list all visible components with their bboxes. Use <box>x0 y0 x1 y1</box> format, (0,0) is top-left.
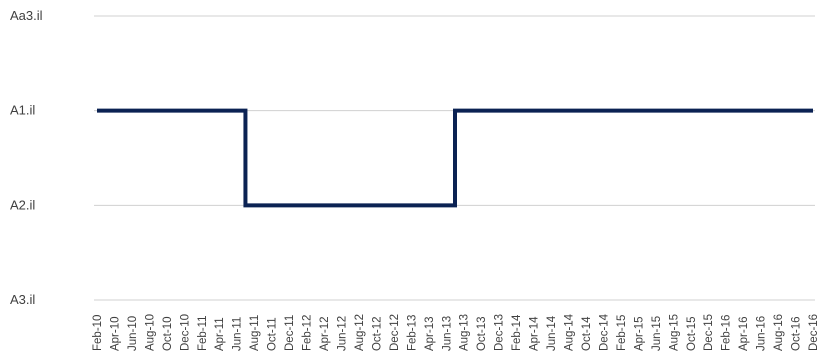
x-tick-label: Feb-10 <box>92 315 104 351</box>
x-tick-label: Feb-11 <box>197 315 209 351</box>
x-tick-label: Oct-11 <box>267 317 279 351</box>
x-tick-label: Apr-13 <box>424 316 436 351</box>
x-tick-label: Dec-10 <box>179 314 191 351</box>
x-tick-label: Dec-16 <box>808 314 819 351</box>
x-tick-label: Dec-15 <box>703 314 715 351</box>
x-tick-label: Oct-15 <box>686 316 698 351</box>
x-tick-label: Apr-14 <box>529 316 541 351</box>
x-tick-label: Apr-16 <box>738 316 750 351</box>
y-axis-labels: A3.il A2.il A1.il Aa3.il <box>10 8 43 307</box>
x-axis-labels: Feb-10 Apr-10 Jun-10 Aug-10 Oct-10 Dec-10 Feb-… <box>92 313 819 351</box>
x-tick-label: Oct-10 <box>162 316 174 351</box>
x-tick-label: Oct-16 <box>791 316 803 351</box>
x-tick-label: Aug-10 <box>144 314 156 351</box>
x-tick-label: Dec-13 <box>494 314 506 351</box>
x-tick-label: Jun-14 <box>546 315 558 351</box>
x-tick-label: Jun-12 <box>336 316 348 351</box>
x-tick-label: Aug-12 <box>354 314 366 351</box>
x-tick-label: Jun-10 <box>127 316 139 351</box>
x-tick-label: Feb-15 <box>616 315 628 351</box>
x-tick-label: Jun-11 <box>232 317 244 351</box>
x-tick-label: Feb-16 <box>721 315 733 351</box>
x-tick-label: Apr-11 <box>214 317 226 351</box>
series-line <box>97 111 813 206</box>
x-tick-label: Dec-12 <box>389 314 401 351</box>
series-layer <box>97 111 813 206</box>
x-tick-label: Oct-14 <box>581 316 593 351</box>
x-tick-label: Apr-12 <box>319 316 331 351</box>
x-tick-label: Aug-13 <box>459 314 471 351</box>
x-tick-label: Aug-16 <box>773 314 785 351</box>
y-tick-label: Aa3.il <box>10 8 43 23</box>
y-tick-label: A1.il <box>10 103 35 118</box>
x-tick-label: Aug-15 <box>668 314 680 351</box>
x-tick-label: Feb-13 <box>406 315 418 351</box>
x-tick-label: Oct-12 <box>371 316 383 351</box>
x-tick-label: Jun-15 <box>651 316 663 351</box>
x-tick-label: Jun-16 <box>756 316 768 351</box>
x-tick-label: Aug-11 <box>249 315 261 351</box>
x-tick-label: Oct-13 <box>476 316 488 351</box>
x-tick-label: Dec-11 <box>284 315 296 351</box>
x-tick-label: Feb-14 <box>511 314 523 351</box>
x-tick-label: Dec-14 <box>598 313 610 351</box>
x-tick-label: Feb-12 <box>302 315 314 351</box>
x-tick-label: Apr-10 <box>109 316 121 351</box>
y-tick-label: A2.il <box>10 197 35 212</box>
x-tick-label: Aug-14 <box>564 313 576 351</box>
y-tick-label: A3.il <box>10 292 35 307</box>
x-tick-label: Apr-15 <box>633 316 645 351</box>
x-tick-label: Jun-13 <box>441 316 453 351</box>
